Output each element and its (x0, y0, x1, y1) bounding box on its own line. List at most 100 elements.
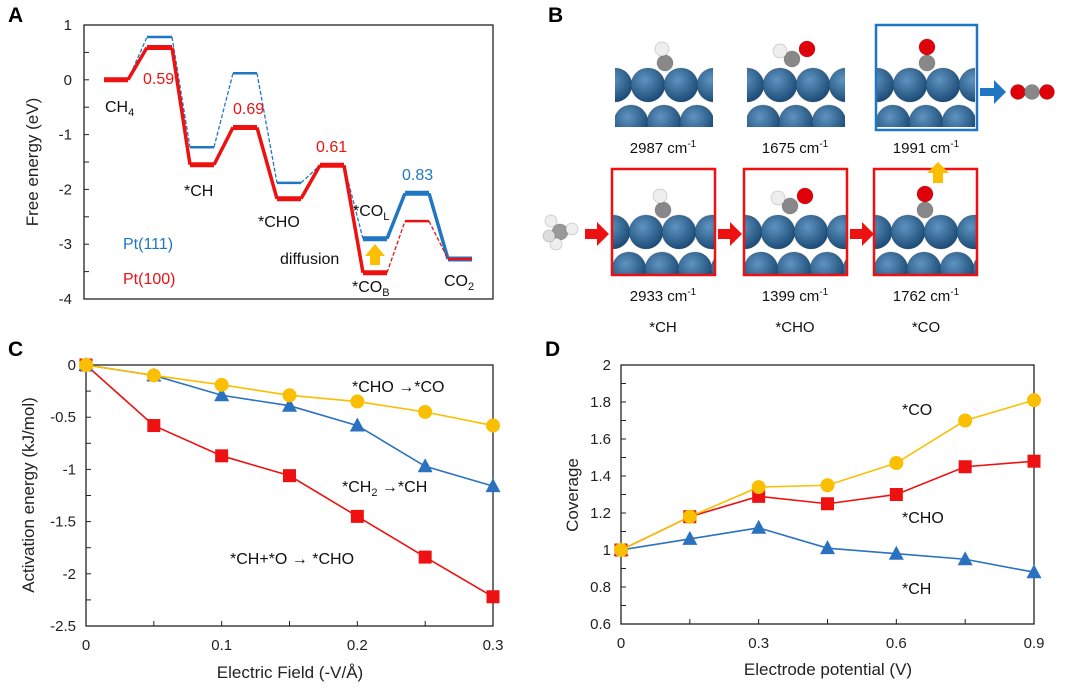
pt-atom (646, 104, 682, 127)
pt-atom (972, 258, 976, 274)
state-label-ch: *CH (184, 183, 213, 200)
barrier-label: 0.69 (233, 101, 264, 118)
pt-slab (747, 67, 845, 127)
pt-atom (644, 251, 680, 274)
data-point-triangle (282, 397, 297, 412)
pt-atom (956, 214, 976, 250)
blue-arrow-icon (980, 80, 1006, 104)
red-arrow-icon (585, 222, 609, 246)
hydrogen-atom (770, 190, 786, 206)
barrier-label: 0.61 (316, 139, 347, 156)
panel-d-coverage-chart: Coverage Electrode potential (V) 0 0.3 0.6… (563, 357, 1044, 679)
pt-atom (925, 67, 961, 103)
y-tick-label: -3 (59, 236, 72, 253)
pt-atom (747, 104, 781, 127)
data-point-triangle (485, 478, 501, 493)
pt-atom (747, 67, 765, 103)
frequency-label: 1399 cm-1 (762, 287, 829, 305)
x-tick-label: 0.6 (886, 635, 907, 652)
x-tick-label: 0.3 (748, 635, 769, 652)
series-line (620, 399, 1035, 551)
energy-connector-pt100 (126, 46, 149, 81)
pt-atom (890, 214, 926, 250)
x-tick-label: 0.1 (211, 637, 232, 654)
series-label-ch-o-cho: *CH+*O → *CHO (230, 551, 354, 568)
data-point-square (147, 419, 161, 433)
y-tick-label: 0.6 (590, 616, 611, 633)
hydrogen-atom (549, 237, 563, 251)
pt-atom (613, 264, 614, 274)
legend-pt111: Pt(111) (123, 236, 173, 253)
energy-connector-pt111 (385, 192, 407, 240)
hydrogen-atom (652, 188, 668, 204)
pt-atom (939, 251, 975, 274)
pt-atom (877, 104, 911, 127)
pt-atom (875, 251, 909, 274)
legend-pt100: Pt(100) (123, 271, 175, 288)
data-point-circle (682, 509, 697, 524)
y-tick-label: -4 (59, 291, 72, 308)
highlight-box-red (610, 167, 717, 277)
pt-atom (908, 104, 944, 127)
y-tick-label: -1.5 (50, 514, 76, 531)
data-point-triangle (820, 540, 835, 555)
hydrogen-atom (542, 229, 556, 243)
energy-connector-pt100 (212, 126, 235, 166)
frequency-label: 1762 cm-1 (893, 287, 960, 305)
pt-atom (778, 104, 814, 127)
data-point-triangle (214, 387, 230, 402)
energy-connector-pt100 (170, 47, 192, 166)
pt-atom (906, 251, 942, 274)
pt-atom (958, 67, 975, 103)
data-point-square (215, 449, 229, 463)
pt-atom (747, 117, 748, 127)
highlight-box-blue (874, 23, 979, 132)
data-point-square (958, 460, 972, 474)
pt-slab (877, 67, 1042, 139)
pt-atom (710, 258, 714, 274)
data-point-circle (820, 478, 835, 493)
energy-connector-pt100 (299, 164, 322, 200)
pt-atom (712, 117, 713, 127)
energy-connector-pt111 (171, 36, 191, 148)
pt-atom (1008, 105, 1042, 139)
energy-connector-pt111 (213, 73, 234, 148)
y-axis-label: Coverage (563, 458, 582, 532)
pt-atom (630, 67, 666, 103)
panel-label-c: C (8, 338, 23, 361)
y-tick-label: -0.5 (50, 409, 76, 426)
species-label: *CHO (775, 319, 814, 336)
carbon-atom (1024, 84, 1040, 100)
data-point-square (283, 469, 296, 483)
plot-frame (620, 364, 1035, 625)
hydrogen-atom (772, 43, 788, 59)
energy-connector-pt100 (255, 127, 279, 200)
y-tick-label: -1 (59, 127, 72, 144)
pt-atom (844, 117, 845, 127)
state-label-co-l: *COL (353, 203, 389, 223)
data-point-circle (958, 413, 973, 428)
y-tick-label: 1.8 (590, 394, 611, 411)
carbon-atom (654, 201, 672, 219)
state-label-ch4: CH4 (105, 99, 134, 119)
x-tick-label: 0.2 (347, 637, 368, 654)
pt-atom (762, 67, 798, 103)
energy-connector-pt100 (386, 220, 406, 273)
pt-atom (793, 214, 829, 250)
y-tick-label: 2 (603, 357, 611, 374)
panel-c-activation-energy-chart: Activation energy (kJ/mol) Electric Fiel… (19, 357, 503, 682)
data-point-circle (1027, 393, 1041, 408)
data-point-triangle (751, 519, 767, 534)
pt-slab (565, 67, 713, 127)
yellow-arrow-icon (927, 162, 949, 183)
pt-atom (663, 67, 699, 103)
pt-atom (760, 214, 796, 250)
oxygen-atom (1039, 84, 1055, 100)
pt-atom (565, 68, 599, 102)
pt-atom (776, 251, 812, 274)
highlight-box-red (872, 167, 979, 277)
pt-slab (613, 214, 714, 274)
y-tick-label: 1.6 (590, 431, 611, 448)
hydrogen-atom (565, 222, 579, 236)
